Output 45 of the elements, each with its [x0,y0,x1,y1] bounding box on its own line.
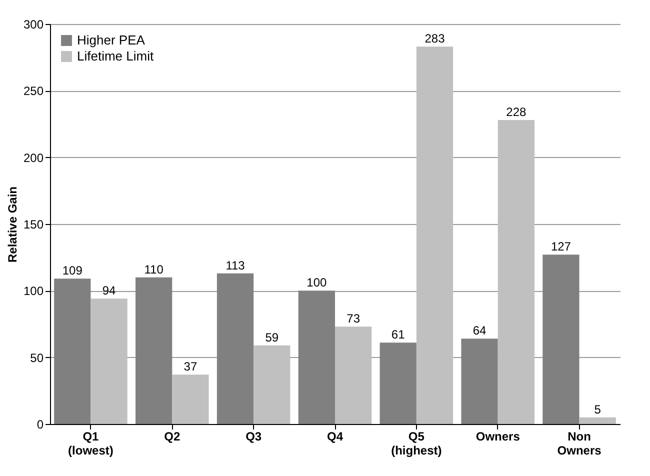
data-label: 64 [472,324,487,338]
bar [335,326,372,424]
bar [461,338,498,424]
data-label: 100 [306,276,328,290]
bar [498,120,534,424]
x-tick-label: Non Owners [557,430,602,458]
bar [90,298,128,424]
y-tick-label: 0 [36,418,44,432]
data-label: 127 [550,240,572,254]
legend-label: Higher PEA [77,32,146,48]
legend-label: Lifetime Limit [77,48,154,64]
data-label: 113 [226,258,246,272]
bar [416,46,454,424]
y-tick-label: 150 [23,218,44,232]
bar [542,254,580,424]
data-label: 37 [184,360,198,374]
x-tick-label: Q3 [246,430,262,444]
y-tick-label: 100 [23,284,44,298]
x-tick-label: Q1 (lowest) [68,430,114,458]
bar [254,345,290,424]
bar [172,374,209,424]
y-tick-label: 50 [30,350,44,365]
data-label: 283 [424,32,446,46]
x-tick-label: Q5 (highest) [391,430,442,458]
bar [216,273,254,424]
data-label: 61 [391,328,406,342]
bar [579,417,616,424]
bar [298,290,335,424]
y-axis-title: Relative Gain [5,186,20,263]
x-tick-label: Q2 [164,430,180,444]
bar [54,278,91,424]
bar [380,342,416,424]
y-tick-label: 250 [23,84,44,98]
x-tick-label: Q4 [326,430,344,444]
y-tick-label: 300 [23,18,44,32]
data-label: 94 [102,284,116,298]
bar [136,277,172,424]
data-label: 73 [346,312,360,326]
y-tick-label: 200 [23,150,44,165]
data-label: 228 [506,105,527,119]
data-label: 5 [594,402,602,416]
x-tick-label: Owners [476,430,520,444]
data-label: 110 [144,262,164,276]
data-label: 109 [62,264,83,278]
data-label: 59 [265,330,279,344]
